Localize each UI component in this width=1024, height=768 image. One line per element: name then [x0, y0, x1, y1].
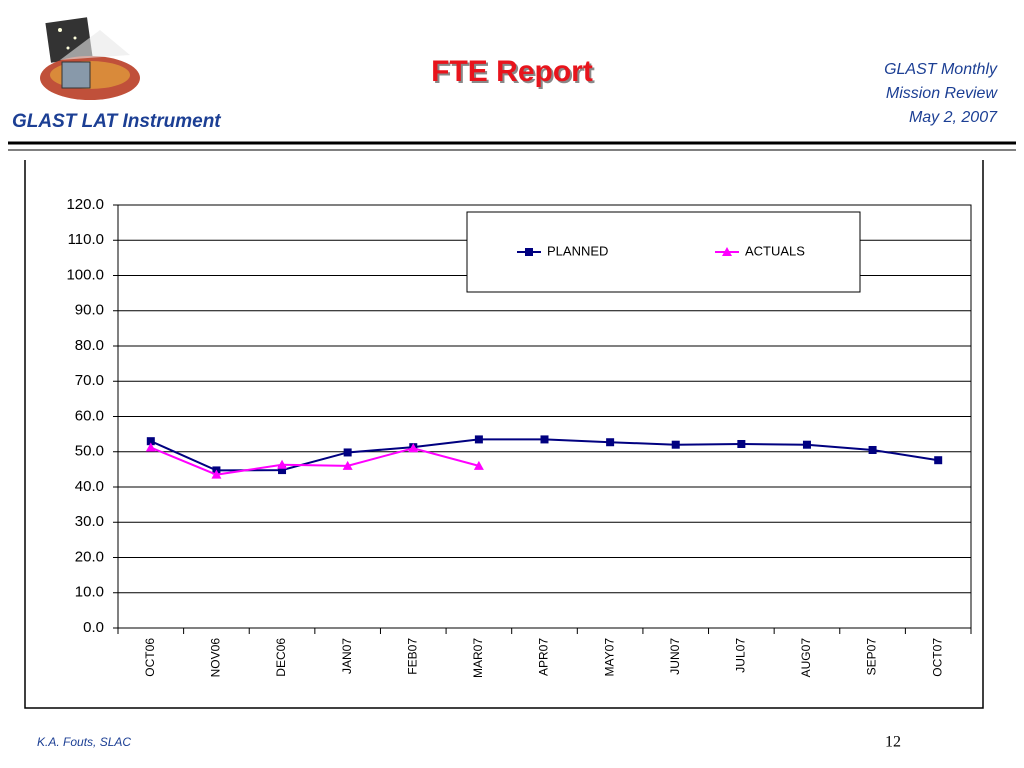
y-tick-label: 10.0 [75, 584, 104, 601]
marker [737, 439, 746, 448]
y-tick-label: 70.0 [75, 372, 104, 389]
legend-marker [722, 247, 732, 256]
footer-author: K.A. Fouts, SLAC [37, 735, 131, 749]
legend-label: PLANNED [547, 243, 608, 258]
x-tick-label: OCT06 [143, 638, 157, 677]
x-tick-label: FEB07 [405, 638, 419, 675]
x-tick-label: APR07 [537, 638, 551, 676]
marker [278, 466, 287, 475]
marker [343, 448, 352, 457]
marker [211, 469, 222, 479]
y-tick-label: 50.0 [75, 443, 104, 460]
marker [146, 437, 155, 446]
chart-frame [24, 160, 984, 709]
x-tick-label: AUG07 [799, 638, 813, 678]
x-tick-label: OCT07 [930, 638, 944, 677]
header-right: GLAST Monthly [884, 61, 998, 78]
page-number: 12 [885, 734, 901, 751]
y-tick-label: 0.0 [83, 619, 104, 636]
x-tick-label: JUN07 [668, 638, 682, 675]
y-tick-label: 90.0 [75, 302, 104, 319]
header-right: May 2, 2007 [909, 109, 998, 126]
x-tick-label: DEC06 [274, 638, 288, 677]
logo [40, 17, 140, 100]
x-tick-label: MAY07 [602, 638, 616, 677]
marker [868, 445, 877, 454]
slide-title: FTE Report [431, 55, 593, 88]
marker [277, 459, 288, 469]
x-tick-label: JAN07 [340, 638, 354, 674]
x-tick-label: JUL07 [734, 638, 748, 673]
header-left: GLAST LAT Instrument [12, 111, 221, 132]
marker [145, 442, 156, 452]
x-tick-label: SEP07 [865, 638, 879, 676]
x-tick-label: MAR07 [471, 638, 485, 678]
title-shadow: FTE Report [433, 57, 595, 90]
x-tick-label: NOV06 [209, 638, 223, 678]
marker [342, 460, 353, 470]
y-tick-label: 120.0 [66, 196, 104, 213]
legend-marker [525, 248, 533, 256]
marker [474, 435, 483, 444]
header-right: Mission Review [886, 85, 999, 102]
marker [408, 443, 419, 453]
marker [606, 438, 615, 447]
marker [473, 460, 484, 470]
marker [934, 456, 943, 465]
y-tick-label: 80.0 [75, 337, 104, 354]
marker [671, 440, 680, 449]
y-tick-label: 30.0 [75, 513, 104, 530]
marker [540, 435, 549, 444]
y-tick-label: 100.0 [66, 266, 104, 283]
y-tick-label: 40.0 [75, 478, 104, 495]
y-tick-label: 60.0 [75, 407, 104, 424]
legend-label: ACTUALS [745, 243, 805, 258]
y-tick-label: 110.0 [68, 231, 104, 248]
marker [802, 440, 811, 449]
y-tick-label: 20.0 [75, 548, 104, 565]
series-line [150, 446, 480, 476]
